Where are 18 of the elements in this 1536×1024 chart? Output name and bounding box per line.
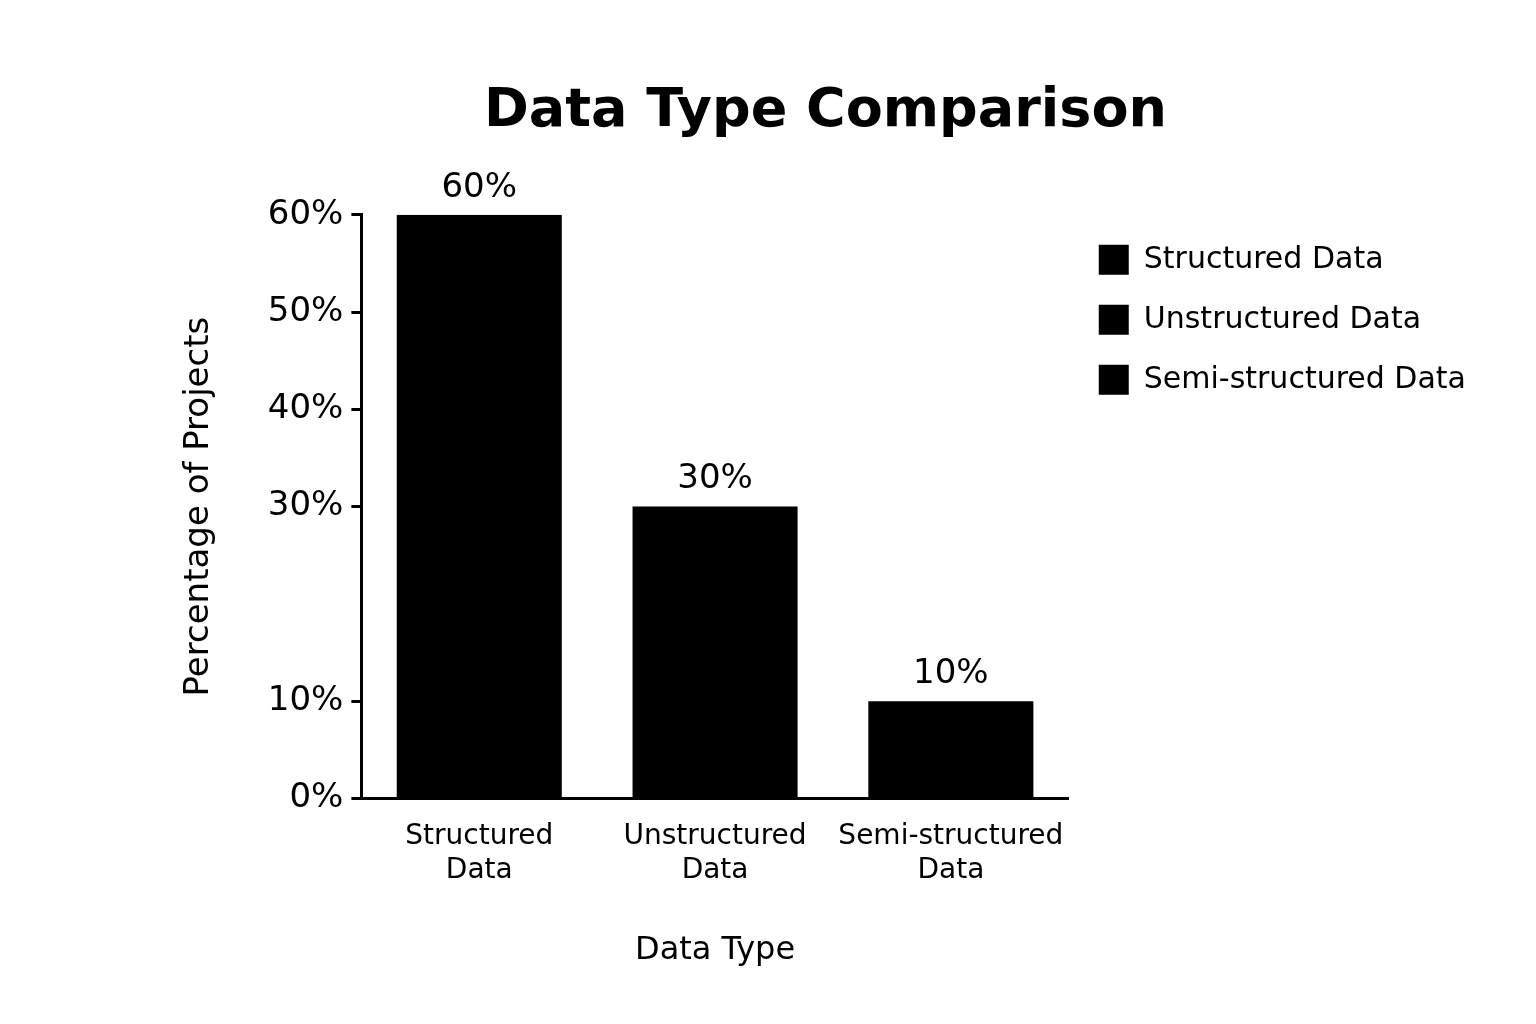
y-axis-title: Percentage of Projects <box>176 316 217 697</box>
x-axis-title: Data Type <box>635 929 796 968</box>
y-tick-label: 50% <box>267 288 344 329</box>
legend-label: Unstructured Data <box>1143 299 1422 335</box>
legend-label: Semi-structured Data <box>1143 359 1467 395</box>
data-label: 60% <box>441 164 518 205</box>
y-tick-label: 10% <box>267 677 344 718</box>
chart-title: Data Type Comparison <box>484 76 1167 140</box>
y-tick-label: 0% <box>289 775 344 816</box>
y-tick-label: 30% <box>267 483 344 524</box>
x-tick-label: Unstructured Data <box>623 818 807 886</box>
legend-label: Structured Data <box>1143 239 1384 275</box>
x-tick-label: Semi-structured Data <box>838 818 1064 886</box>
x-tick-label: Structured Data <box>405 818 554 886</box>
y-tick-label: 60% <box>267 191 344 232</box>
data-label: 10% <box>913 650 989 691</box>
y-tick-label: 40% <box>267 386 344 427</box>
data-label: 30% <box>677 456 753 497</box>
